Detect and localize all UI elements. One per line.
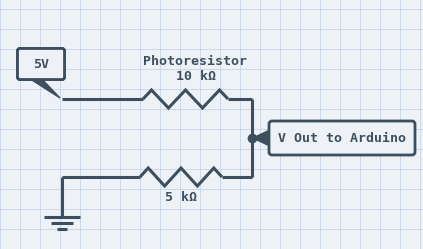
FancyBboxPatch shape	[17, 49, 64, 79]
Polygon shape	[253, 128, 274, 148]
Polygon shape	[24, 75, 60, 98]
Text: 5V: 5V	[33, 58, 49, 70]
Text: 5 kΩ: 5 kΩ	[165, 191, 197, 204]
Text: V Out to Arduino: V Out to Arduino	[278, 131, 406, 144]
Text: Photoresistor
10 kΩ: Photoresistor 10 kΩ	[143, 55, 247, 83]
FancyBboxPatch shape	[269, 121, 415, 155]
FancyBboxPatch shape	[17, 49, 64, 79]
